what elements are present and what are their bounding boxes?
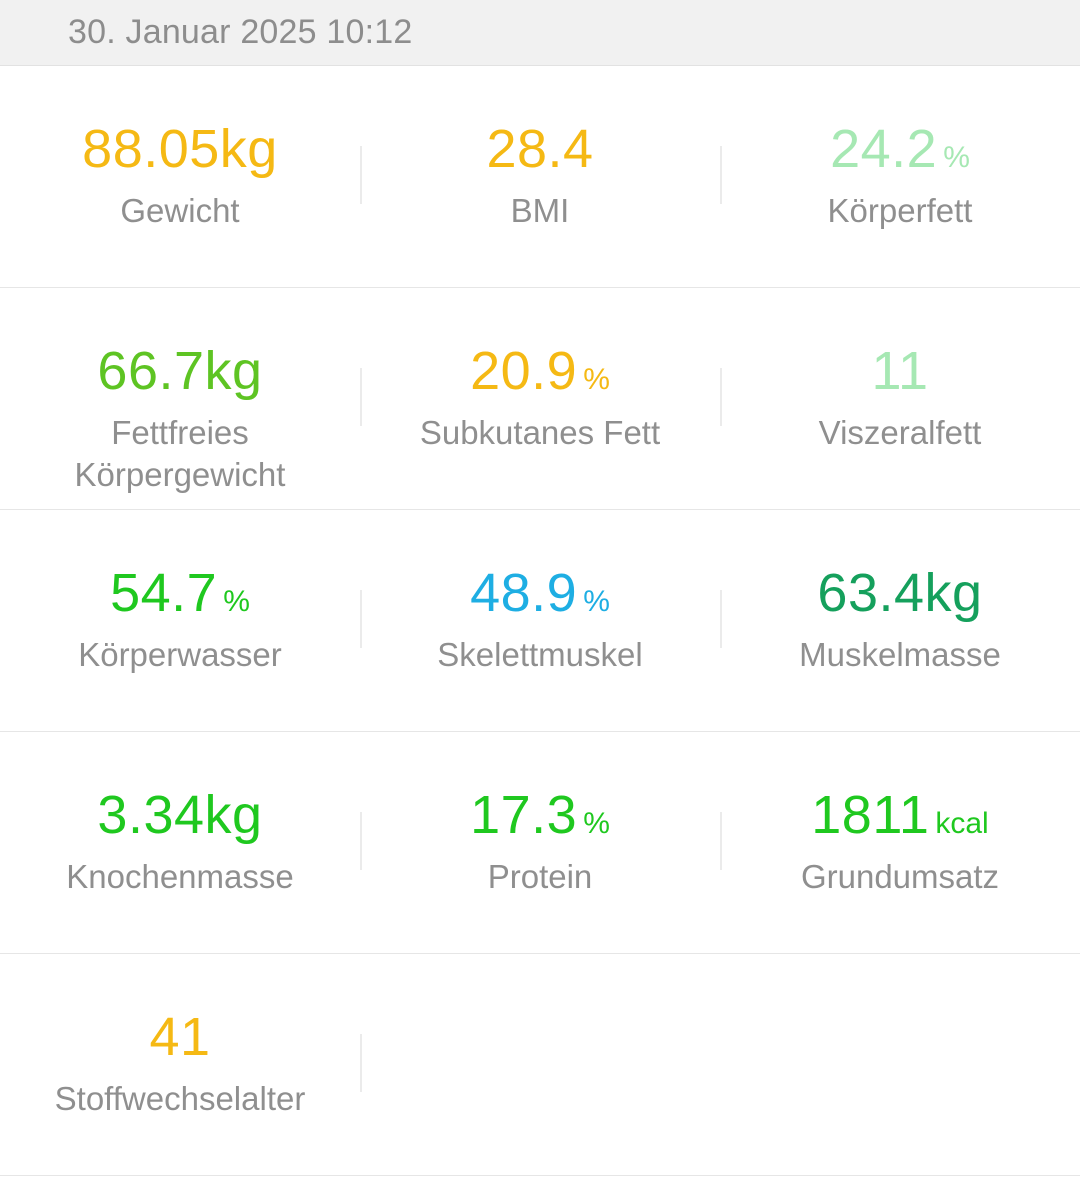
metric-unit: kcal: [935, 807, 989, 840]
column-divider: [360, 590, 362, 648]
metric-value-line: 54.7%: [0, 560, 360, 626]
metric-value-line: 48.9%: [360, 560, 720, 626]
metric-tile[interactable]: 88.05kg Gewicht: [0, 66, 360, 287]
metric-tile[interactable]: 48.9% Skelettmuskel: [360, 510, 720, 731]
metric-value: 3.34kg: [97, 785, 263, 845]
metric-label: Viszeralfett: [818, 414, 982, 451]
metric-value-line: 24.2%: [720, 116, 1080, 182]
metric-tile[interactable]: 63.4kg Muskelmasse: [720, 510, 1080, 731]
metric-tile[interactable]: 20.9% Subkutanes Fett: [360, 288, 720, 509]
metrics-row: 88.05kg Gewicht 28.4 BMI 24.2% Körperfett: [0, 66, 1080, 288]
metric-value: 11: [871, 341, 929, 401]
metric-tile[interactable]: 28.4 BMI: [360, 66, 720, 287]
date-header: 30. Januar 2025 10:12: [0, 0, 1080, 66]
metric-tile[interactable]: 24.2% Körperfett: [720, 66, 1080, 287]
metric-unit: %: [943, 141, 970, 174]
metric-value: 1811: [811, 785, 930, 845]
metric-value-line: 88.05kg: [0, 116, 360, 182]
column-divider: [720, 812, 722, 870]
metric-value: 54.7: [110, 563, 218, 623]
metric-value-line: 1811 kcal: [720, 782, 1080, 848]
metrics-row: 3.34kg Knochenmasse 17.3% Protein 1811 kcal Gr…: [0, 732, 1080, 954]
metric-label: Körperwasser: [78, 636, 282, 673]
metric-label: Protein: [487, 858, 593, 895]
column-divider: [360, 812, 362, 870]
measurement-datetime: 30. Januar 2025 10:12: [68, 13, 413, 51]
metric-value-line: 41: [0, 1004, 360, 1070]
metric-value: 24.2: [830, 119, 938, 179]
metric-value-line: 3.34kg: [0, 782, 360, 848]
column-divider: [360, 146, 362, 204]
metric-label: Gewicht: [120, 192, 240, 229]
metric-value: 28.4: [486, 119, 594, 179]
metric-value: 17.3: [470, 785, 578, 845]
metric-label: Knochenmasse: [66, 858, 294, 895]
metric-value: 63.4kg: [817, 563, 983, 623]
metric-value: 41: [149, 1007, 211, 1067]
column-divider: [720, 368, 722, 426]
metric-value: 48.9: [470, 563, 578, 623]
column-divider: [360, 1034, 362, 1092]
metric-value-line: 28.4: [360, 116, 720, 182]
column-divider: [360, 368, 362, 426]
metric-value-line: 11: [720, 338, 1080, 404]
metric-label: Skelettmuskel: [437, 636, 643, 673]
metric-tile[interactable]: 54.7% Körperwasser: [0, 510, 360, 731]
metric-value: 20.9: [470, 341, 578, 401]
metric-label: Stoffwechselalter: [54, 1080, 306, 1117]
metric-label: Körperfett: [827, 192, 973, 229]
metric-unit: %: [583, 363, 610, 396]
metrics-row: 54.7% Körperwasser 48.9% Skelettmuskel 63.4k…: [0, 510, 1080, 732]
metric-unit: %: [223, 585, 250, 618]
metric-tile[interactable]: 41 Stoffwechselalter: [0, 954, 360, 1175]
metric-value-line: 66.7kg: [0, 338, 360, 404]
metric-value-line: 17.3%: [360, 782, 720, 848]
metric-label: Grundumsatz: [800, 858, 1000, 895]
column-divider: [720, 590, 722, 648]
metrics-row: 41 Stoffwechselalter: [0, 954, 1080, 1176]
metric-value-line: 20.9%: [360, 338, 720, 404]
metric-value-line: 63.4kg: [720, 560, 1080, 626]
metric-label: Muskelmasse: [799, 636, 1001, 673]
metric-value: 88.05kg: [82, 119, 278, 179]
metrics-grid: 88.05kg Gewicht 28.4 BMI 24.2% Körperfett 66.7…: [0, 66, 1080, 1176]
metric-label: Subkutanes Fett: [419, 414, 661, 451]
column-divider: [720, 146, 722, 204]
metric-label: Fettfreies Körpergewicht: [74, 414, 286, 493]
metric-unit: %: [583, 585, 610, 618]
metrics-row: 66.7kg Fettfreies Körpergewicht 20.9% Subkut…: [0, 288, 1080, 510]
metric-label: BMI: [510, 192, 570, 229]
metric-tile[interactable]: 17.3% Protein: [360, 732, 720, 953]
metric-tile[interactable]: 66.7kg Fettfreies Körpergewicht: [0, 288, 360, 509]
metric-tile[interactable]: 1811 kcal Grundumsatz: [720, 732, 1080, 953]
metric-tile[interactable]: 11 Viszeralfett: [720, 288, 1080, 509]
metric-tile[interactable]: 3.34kg Knochenmasse: [0, 732, 360, 953]
metric-value: 66.7kg: [97, 341, 263, 401]
metric-unit: %: [583, 807, 610, 840]
